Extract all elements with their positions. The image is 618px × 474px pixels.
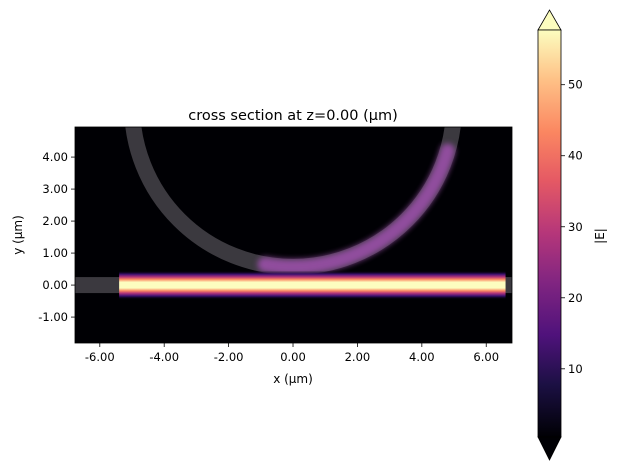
waveguide-field	[119, 270, 506, 300]
colorbar-gradient	[537, 29, 562, 438]
y-tick-label: 2.00	[42, 214, 68, 228]
x-tick-label: -4.00	[149, 350, 179, 364]
colorbar-tick-label: 50	[568, 78, 583, 92]
axes-frame	[74, 126, 513, 344]
y-tick-label: 1.00	[42, 246, 68, 260]
plot-area	[75, 127, 512, 343]
y-tick-label: 4.00	[42, 150, 68, 164]
colorbar: 10 20 30 40 50 |E|	[537, 9, 607, 461]
x-tick-label: 2.00	[345, 350, 371, 364]
x-tick-label: -2.00	[214, 350, 244, 364]
y-axis-label: y (μm)	[11, 215, 25, 255]
y-axis: -1.00 0.00 1.00 2.00 3.00 4.00	[38, 150, 75, 324]
colorbar-label: |E|	[593, 228, 607, 244]
y-tick-label: -1.00	[38, 310, 68, 324]
x-axis: -6.00 -4.00 -2.00 0.00 2.00 4.00 6.00	[85, 343, 499, 364]
y-tick-label: 0.00	[42, 278, 68, 292]
x-tick-label: 4.00	[409, 350, 435, 364]
colorbar-tick-label: 10	[568, 362, 583, 376]
x-axis-label: x (μm)	[273, 372, 313, 386]
x-tick-label: 6.00	[473, 350, 499, 364]
ring-field-glow	[257, 143, 456, 275]
x-tick-label: 0.00	[280, 350, 306, 364]
colorbar-extend-bottom	[537, 436, 562, 461]
colorbar-tick-label: 30	[568, 220, 583, 234]
colorbar-tick-label: 40	[568, 149, 583, 163]
chart-title: cross section at z=0.00 (μm)	[188, 108, 398, 124]
x-tick-label: -6.00	[85, 350, 115, 364]
y-tick-label: 3.00	[42, 182, 68, 196]
colorbar-extend-top	[537, 9, 562, 31]
colorbar-tick-label: 20	[568, 291, 583, 305]
